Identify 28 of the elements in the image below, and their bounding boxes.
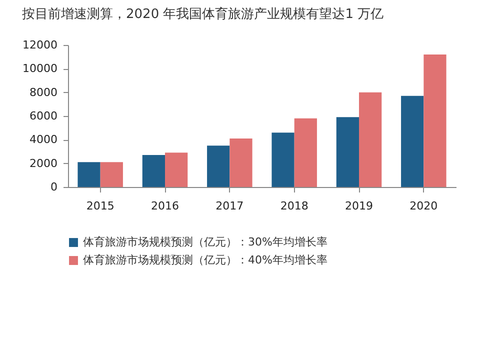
bar (272, 132, 294, 187)
x-tick-label: 2017 (216, 200, 244, 212)
y-tick-label: 6000 (30, 110, 58, 122)
bar (336, 117, 359, 187)
y-tick-label: 10000 (22, 62, 58, 76)
x-tick-label: 2018 (280, 200, 308, 212)
x-tick-label: 2020 (410, 200, 438, 212)
x-tick-label: 2019 (345, 200, 373, 212)
legend-label: 体育旅游市场规模预测（亿元）：30%年均增长率 (83, 236, 328, 248)
y-tick-label: 2000 (30, 156, 58, 170)
y-tick-label: 8000 (30, 86, 58, 99)
bar (424, 54, 446, 187)
x-tick-label: 2015 (86, 200, 114, 212)
x-tick-label: 2016 (151, 200, 179, 212)
bar (207, 146, 230, 187)
bar (100, 162, 123, 187)
bar (359, 92, 382, 187)
bar (142, 155, 165, 187)
chart-title: 按目前增速测算，2020 年我国体育旅游产业规模有望达1 万亿 (22, 6, 384, 22)
y-tick-label: 4000 (30, 133, 58, 146)
bar (401, 96, 424, 187)
bar (78, 162, 100, 187)
bar (230, 138, 252, 187)
bar (294, 118, 317, 187)
legend-label: 体育旅游市场规模预测（亿元）：40%年均增长率 (83, 254, 328, 266)
y-tick-label: 12000 (22, 38, 58, 52)
y-tick-label: 0 (50, 180, 58, 194)
bar (165, 152, 188, 187)
